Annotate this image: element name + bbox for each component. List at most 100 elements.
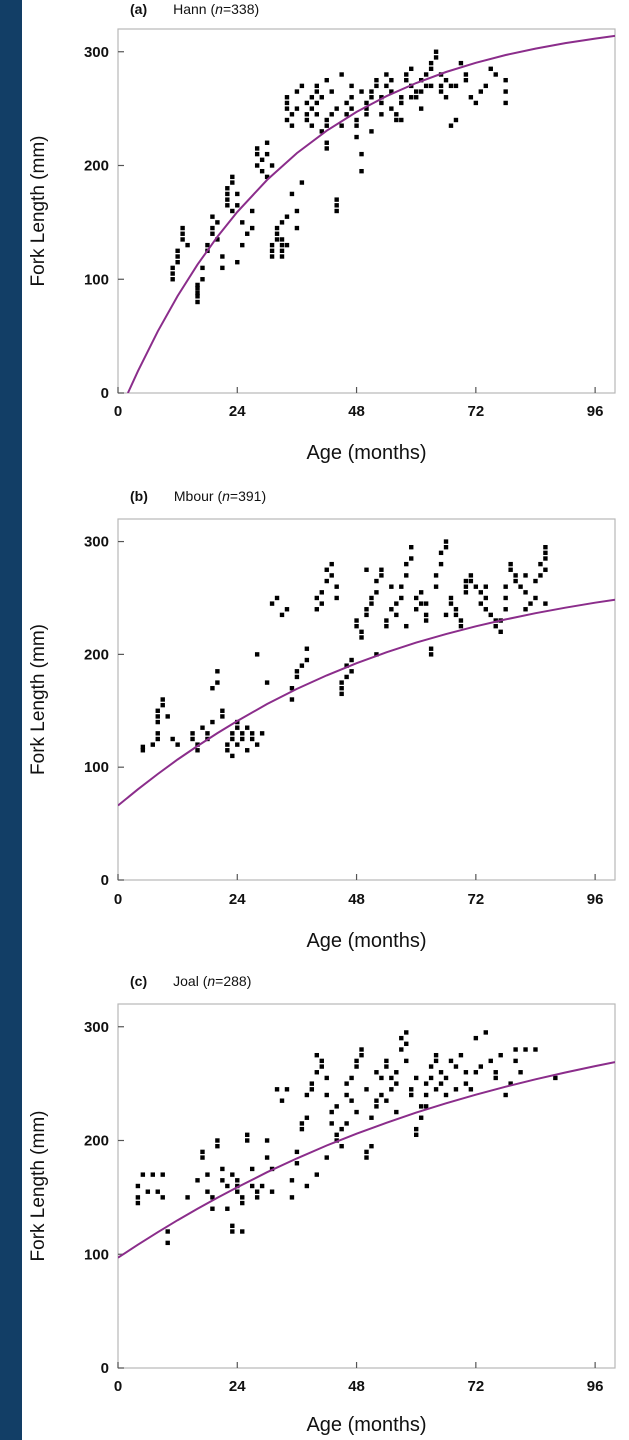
y-tick-label: 0	[101, 1360, 109, 1377]
data-point	[389, 607, 394, 612]
data-point	[289, 686, 295, 691]
data-point	[210, 1195, 215, 1200]
data-point	[404, 77, 409, 83]
data-point	[180, 225, 185, 231]
data-point	[359, 629, 364, 635]
data-point	[483, 595, 488, 601]
data-point	[339, 691, 344, 697]
data-point	[254, 146, 260, 151]
panel-title: (a) Hann (n=338)	[130, 1, 259, 17]
data-point	[155, 719, 160, 725]
data-point	[294, 208, 300, 214]
data-point	[523, 573, 528, 578]
data-point	[215, 220, 220, 225]
data-point	[225, 197, 230, 202]
data-point	[329, 573, 334, 578]
data-point	[433, 1058, 439, 1064]
data-point	[284, 1087, 290, 1092]
data-point	[423, 1092, 429, 1098]
data-point	[503, 595, 508, 601]
data-point	[533, 595, 538, 601]
data-point	[414, 95, 419, 100]
data-point	[264, 680, 270, 685]
data-point	[458, 60, 464, 66]
data-point	[190, 736, 195, 742]
data-point	[523, 590, 528, 595]
data-point	[200, 1155, 205, 1160]
data-point	[254, 742, 260, 747]
data-point	[155, 736, 160, 742]
panel-a: (a) Hann (n=338) 0 24 48 72 96 0 100 200 300 Age (m…	[28, 1, 616, 464]
data-point	[404, 573, 409, 578]
data-point	[225, 203, 230, 208]
data-point	[170, 265, 175, 271]
data-point	[384, 618, 389, 623]
plot-frame	[117, 1003, 616, 1369]
data-point	[200, 277, 205, 282]
data-point	[140, 1172, 146, 1177]
data-point	[170, 736, 175, 742]
data-point	[215, 669, 220, 674]
data-point	[453, 1064, 459, 1069]
data-point	[155, 714, 160, 719]
data-point	[399, 584, 404, 589]
data-point	[364, 106, 369, 111]
data-point	[438, 89, 444, 94]
data-point	[274, 225, 280, 231]
data-point	[384, 1064, 389, 1069]
data-point	[165, 714, 170, 719]
data-point	[334, 1132, 339, 1138]
data-point	[220, 1178, 225, 1183]
data-point	[274, 595, 280, 601]
data-point	[160, 1195, 165, 1200]
data-point	[230, 174, 235, 180]
data-point	[394, 1070, 399, 1075]
data-point	[458, 623, 464, 629]
data-point	[364, 567, 369, 572]
data-point	[289, 123, 295, 128]
data-point	[249, 225, 255, 231]
data-point	[240, 220, 245, 225]
data-point	[314, 607, 319, 612]
data-point	[264, 1138, 270, 1143]
data-point	[175, 259, 180, 265]
data-point	[230, 753, 235, 759]
data-point	[329, 1121, 334, 1126]
data-point	[304, 1092, 310, 1098]
data-point	[235, 1189, 240, 1194]
data-point	[284, 117, 290, 123]
data-point	[205, 1172, 210, 1177]
data-point	[533, 578, 538, 584]
data-point	[428, 652, 434, 657]
data-point	[364, 607, 369, 612]
data-point	[294, 1149, 300, 1155]
x-tick-label: 0	[114, 1378, 122, 1395]
data-point	[245, 1132, 250, 1138]
data-point	[518, 1070, 523, 1075]
data-point	[414, 595, 419, 601]
data-point	[503, 584, 508, 589]
data-point	[404, 1058, 409, 1064]
data-point	[483, 1030, 488, 1035]
data-point	[443, 95, 449, 100]
data-point	[284, 214, 290, 219]
data-point	[418, 601, 424, 606]
x-tick-label: 0	[114, 403, 122, 420]
data-point	[249, 208, 255, 214]
data-point	[543, 545, 548, 550]
data-point	[493, 1070, 498, 1075]
data-point	[329, 561, 334, 567]
data-point	[254, 1189, 260, 1194]
data-point	[453, 83, 459, 89]
x-tick-label: 0	[114, 891, 122, 908]
data-point	[324, 140, 329, 145]
data-point	[145, 1189, 151, 1194]
data-point	[140, 748, 146, 753]
data-point	[553, 1075, 558, 1081]
data-point	[359, 168, 364, 174]
data-point	[374, 652, 379, 657]
data-point	[185, 242, 190, 248]
plot-data	[118, 539, 615, 807]
data-point	[220, 265, 225, 271]
